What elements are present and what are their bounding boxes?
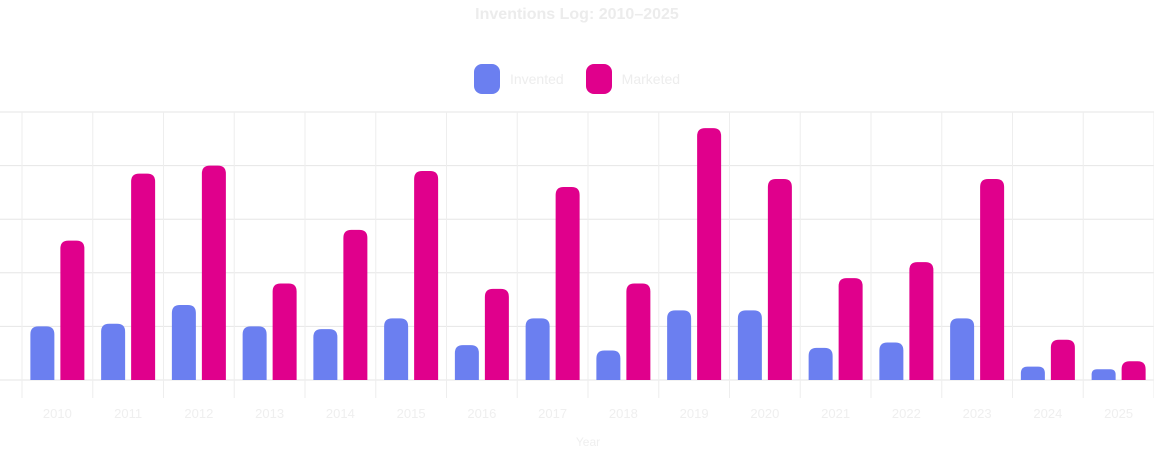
x-tick-label-2025: 2025 — [1104, 406, 1133, 421]
bar-invented-2015 — [384, 318, 409, 380]
x-tick-label-2010: 2010 — [43, 406, 72, 421]
legend-label-marketed: Marketed — [621, 71, 681, 87]
legend-swatch-marketed — [585, 64, 612, 94]
bar-marketed-2013 — [272, 283, 297, 380]
bar-invented-2014 — [313, 329, 338, 380]
x-tick-label-2019: 2019 — [680, 406, 709, 421]
bar-invented-2010 — [30, 326, 55, 380]
bar-marketed-2010 — [60, 240, 85, 380]
bar-invented-2017 — [525, 318, 550, 380]
bar-marketed-2019 — [697, 128, 722, 380]
x-tick-label-2017: 2017 — [538, 406, 567, 421]
bar-marketed-2012 — [201, 165, 226, 380]
x-tick-label-2015: 2015 — [397, 406, 426, 421]
bar-marketed-2023 — [980, 179, 1005, 380]
x-tick-label-2012: 2012 — [184, 406, 213, 421]
bar-invented-2022 — [879, 342, 904, 380]
bar-marketed-2025 — [1121, 361, 1146, 380]
x-tick-label-2022: 2022 — [892, 406, 921, 421]
legend-item-invented[interactable]: Invented — [473, 64, 564, 94]
bar-marketed-2015 — [414, 170, 439, 380]
bar-invented-2019 — [667, 310, 692, 380]
legend-swatch-invented — [473, 64, 500, 94]
x-tick-label-2014: 2014 — [326, 406, 355, 421]
x-tick-label-2016: 2016 — [467, 406, 496, 421]
legend-label-invented: Invented — [509, 71, 564, 87]
bar-marketed-2022 — [909, 262, 934, 380]
bar-invented-2023 — [950, 318, 975, 380]
bar-marketed-2021 — [838, 278, 863, 380]
bar-invented-2012 — [171, 304, 196, 380]
bar-invented-2021 — [808, 347, 833, 380]
chart-title: Inventions Log: 2010–2025 — [475, 6, 679, 23]
x-tick-label-2024: 2024 — [1033, 406, 1062, 421]
x-axis-title: Year — [576, 435, 600, 449]
x-tick-label-2018: 2018 — [609, 406, 638, 421]
x-tick-label-2020: 2020 — [750, 406, 779, 421]
x-tick-label-2021: 2021 — [821, 406, 850, 421]
bar-marketed-2016 — [484, 288, 509, 380]
bar-invented-2016 — [454, 345, 479, 380]
bar-invented-2011 — [101, 323, 126, 380]
bar-marketed-2020 — [767, 179, 792, 380]
bar-marketed-2024 — [1050, 339, 1075, 380]
bar-invented-2025 — [1091, 369, 1116, 380]
bar-invented-2024 — [1020, 366, 1045, 380]
x-tick-label-2013: 2013 — [255, 406, 284, 421]
bar-invented-2013 — [242, 326, 267, 380]
bar-marketed-2011 — [131, 173, 156, 380]
bar-marketed-2018 — [626, 283, 651, 380]
x-tick-label-2023: 2023 — [963, 406, 992, 421]
bar-marketed-2014 — [343, 229, 368, 380]
legend-item-marketed[interactable]: Marketed — [585, 64, 681, 94]
legend: Invented Marketed — [0, 64, 1154, 94]
bar-invented-2020 — [737, 310, 762, 380]
bar-marketed-2017 — [555, 187, 580, 380]
bar-invented-2018 — [596, 350, 621, 380]
x-tick-label-2011: 2011 — [114, 406, 142, 421]
